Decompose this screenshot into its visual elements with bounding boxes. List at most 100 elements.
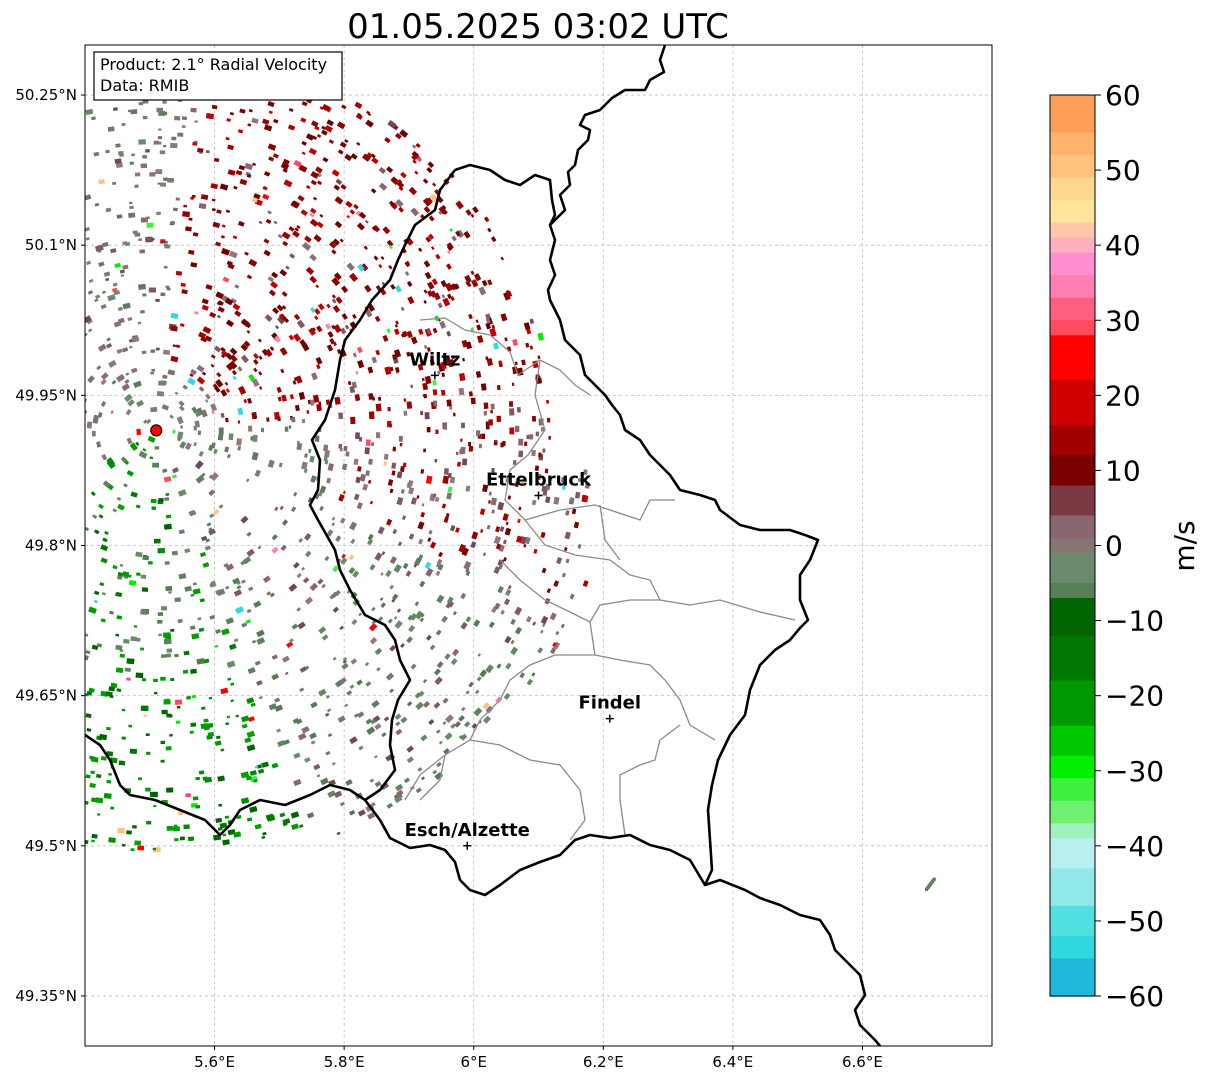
echo-pixel [170, 142, 178, 149]
echo-pixel [192, 232, 199, 237]
echo-pixel [433, 400, 438, 407]
echo-pixel [502, 441, 506, 446]
echo-pixel [208, 474, 214, 479]
echo-pixel [426, 197, 433, 205]
echo-pixel [240, 515, 249, 524]
echo-pixel [190, 368, 197, 376]
echo-pixel [213, 157, 220, 163]
echo-pixel [357, 346, 363, 354]
echo-pixel [85, 108, 94, 116]
echo-pixel [133, 625, 138, 628]
echo-pixel [225, 363, 234, 371]
echo-pixel [280, 368, 285, 374]
colorbar-band [1050, 905, 1095, 937]
echo-pixel [400, 489, 405, 494]
border-germany-luxembourg [546, 45, 881, 1046]
echo-pixel [435, 497, 440, 502]
echo-pixel [310, 701, 318, 709]
echo-pixel [201, 298, 209, 305]
echo-pixel [389, 644, 396, 652]
echo-pixel [446, 330, 452, 337]
echo-pixel [385, 569, 392, 578]
echo-pixel [419, 359, 424, 365]
echo-pixel [178, 405, 185, 412]
echo-pixel [553, 641, 561, 650]
echo-pixel [94, 298, 99, 303]
echo-pixel [374, 315, 381, 322]
echo-pixel [533, 548, 538, 554]
city-label: Ettelbruck [486, 469, 592, 490]
echo-pixel [130, 109, 138, 115]
echo-pixel [137, 321, 142, 325]
echo-pixel [376, 666, 381, 672]
echo-pixel [205, 112, 215, 120]
echo-pixel [174, 115, 181, 121]
echo-pixel [91, 797, 98, 803]
echo-pixel [233, 831, 242, 838]
echo-pixel [248, 258, 258, 267]
echo-pixel [503, 692, 511, 700]
x-tick-label: 6.6°E [842, 1053, 883, 1071]
echo-pixel [254, 823, 262, 830]
colorbar-band [1050, 935, 1095, 960]
echo-pixel [93, 599, 98, 604]
echo-pixel [435, 629, 442, 636]
echo-pixel [202, 562, 210, 568]
echo-pixel [163, 523, 172, 530]
echo-pixel [371, 700, 380, 708]
echo-pixel [105, 149, 110, 154]
echo-pixel [491, 236, 497, 243]
echo-pixel [209, 311, 217, 319]
echo-pixel [117, 575, 123, 580]
echo-pixel [346, 262, 355, 271]
echo-pixel [540, 629, 544, 634]
echo-pixel [138, 238, 142, 241]
echo-pixel [268, 156, 275, 162]
echo-pixel [146, 216, 150, 220]
echo-pixel [300, 117, 307, 123]
echo-pixel [582, 495, 589, 503]
echo-pixel [334, 196, 344, 205]
echo-pixel [211, 104, 218, 110]
echo-pixel [115, 162, 123, 169]
echo-pixel [289, 638, 294, 643]
echo-pixel [214, 644, 219, 648]
echo-pixel [184, 548, 191, 554]
echo-pixel [407, 296, 415, 305]
echo-pixel [517, 367, 524, 376]
echo-pixel [395, 366, 400, 373]
echo-pixel [350, 658, 358, 665]
echo-pixel [270, 281, 278, 289]
echo-pixel [562, 572, 566, 578]
echo-pixel [86, 260, 92, 266]
colorbar-band [1050, 380, 1095, 426]
echo-pixel [418, 328, 424, 335]
canton-boundary [504, 359, 675, 521]
echo-pixel [138, 450, 148, 459]
echo-pixel [423, 260, 431, 268]
echo-pixel [309, 253, 317, 262]
echo-pixel [298, 538, 303, 543]
echo-pixel [309, 399, 315, 406]
echo-pixel [470, 397, 476, 405]
echo-pixel [156, 391, 165, 397]
echo-pixel [322, 156, 329, 163]
echo-pixel [169, 414, 174, 420]
echo-pixel [197, 617, 202, 621]
echo-pixel [225, 722, 229, 726]
echo-pixel [349, 736, 358, 745]
echo-pixel [266, 814, 276, 822]
echo-pixel [405, 570, 412, 577]
echo-pixel [345, 451, 350, 457]
echo-pixel [493, 342, 499, 350]
echo-pixel [358, 745, 364, 751]
echo-pixel [322, 104, 331, 112]
echo-pixel [200, 409, 208, 418]
echo-pixel [388, 265, 393, 270]
echo-pixel [198, 202, 207, 210]
echo-pixel [293, 752, 301, 759]
echo-pixel [252, 162, 256, 166]
echo-pixel [251, 451, 259, 461]
